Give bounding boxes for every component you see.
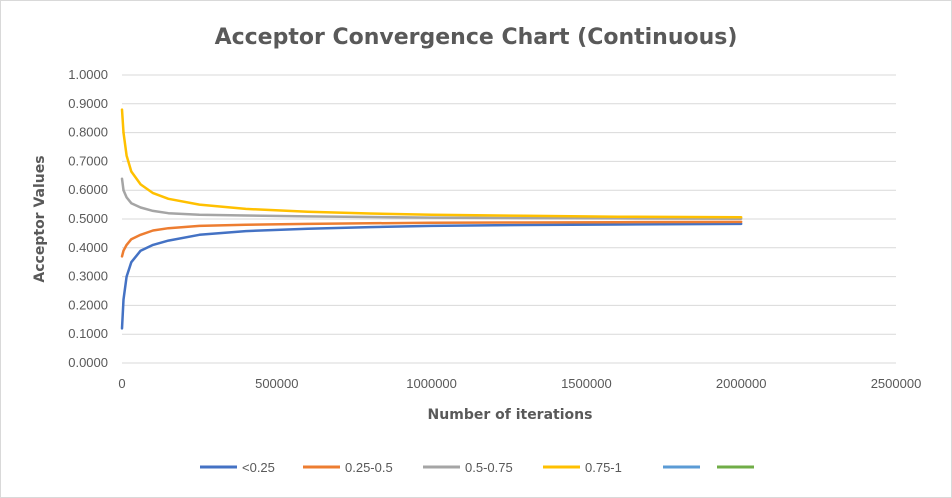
x-tick-label: 2000000 (716, 376, 767, 391)
y-axis-title: Acceptor Values (32, 155, 48, 282)
y-tick-label: 0.5000 (68, 211, 108, 226)
x-tick-label: 2500000 (871, 376, 922, 391)
gridlines (122, 74, 896, 364)
y-tick-label: 0.2000 (68, 297, 108, 312)
y-tick-label: 0.9000 (68, 96, 108, 111)
y-tick-label: 0.0000 (68, 355, 108, 370)
y-tick-label: 0.1000 (68, 326, 108, 341)
y-tick-label: 0.4000 (68, 240, 108, 255)
legend-label-3: 0.75-1 (585, 460, 622, 475)
chart-title: Acceptor Convergence Chart (Continuous) (215, 25, 738, 50)
series-lines (120, 108, 743, 330)
legend-label-1: 0.25-0.5 (345, 460, 393, 475)
y-tick-label: 1.0000 (68, 67, 108, 82)
x-axis-title: Number of iterations (428, 407, 593, 423)
y-tick-label: 0.7000 (68, 153, 108, 168)
y-tick-label: 0.8000 (68, 125, 108, 140)
legend-label-2: 0.5-0.75 (465, 460, 513, 475)
y-axis-ticks: 0.0000 0.1000 0.2000 0.3000 0.4000 0.5000 0.60… (68, 67, 108, 370)
legend-label-0: <0.25 (242, 460, 275, 475)
x-axis-ticks: 0 500000 1000000 1500000 2000000 2500000 (118, 376, 921, 391)
x-tick-label: 1500000 (561, 376, 612, 391)
x-tick-label: 0 (118, 376, 125, 391)
series-line-2 (120, 177, 743, 220)
y-tick-label: 0.3000 (68, 269, 108, 284)
series-line-1 (120, 220, 743, 258)
x-tick-label: 500000 (255, 376, 298, 391)
x-tick-label: 1000000 (406, 376, 457, 391)
series-line-0 (120, 222, 743, 330)
legend: <0.25 0.25-0.5 0.5-0.75 0.75-1 (200, 460, 754, 475)
y-tick-label: 0.6000 (68, 182, 108, 197)
series-line-3 (120, 108, 743, 219)
